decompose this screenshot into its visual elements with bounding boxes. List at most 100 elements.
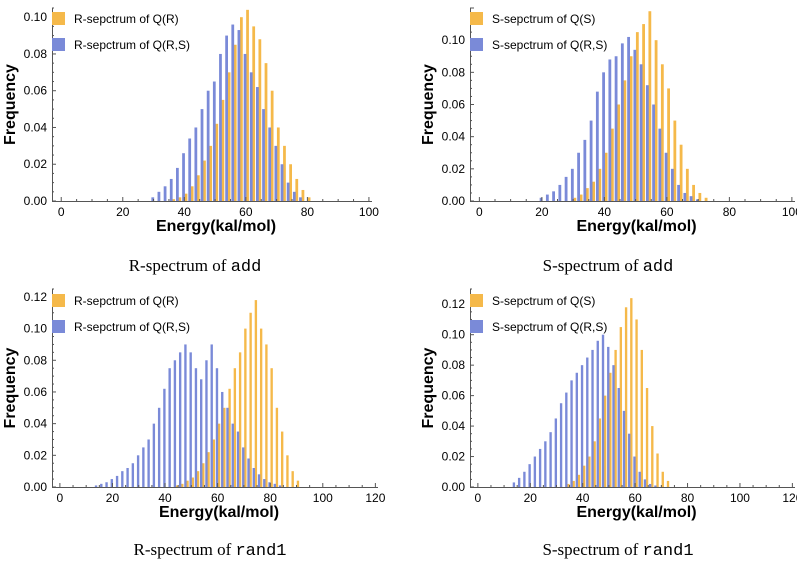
bar-qrs-28	[131, 463, 135, 487]
x-tick-label: 80	[301, 205, 315, 219]
bar-qrs-58	[628, 433, 631, 487]
bar-primary-60	[635, 319, 638, 487]
bar-primary-66	[651, 426, 654, 487]
x-axis-label: Energy(kal/mol)	[576, 218, 696, 235]
bar-primary-86	[286, 455, 289, 487]
bar-qrs-70	[274, 145, 278, 201]
bar-primary-54	[227, 72, 231, 201]
bar-qrs-24	[538, 448, 542, 487]
bar-qrs-20	[539, 197, 543, 201]
bar-primary-44	[593, 441, 596, 487]
bar-qrs-20	[528, 464, 531, 487]
bar-qrs-46	[200, 109, 204, 201]
bar-primary-54	[619, 327, 623, 487]
y-tick-label: 0.04	[442, 130, 466, 144]
bar-primary-64	[258, 39, 262, 201]
y-tick-label: 0.02	[442, 450, 466, 464]
bar-qrs-48	[601, 334, 605, 487]
bar-primary-56	[654, 40, 658, 201]
bar-primary-36	[172, 199, 176, 201]
bar-primary-78	[301, 189, 305, 201]
bar-primary-52	[614, 349, 617, 487]
bar-qrs-62	[221, 391, 224, 487]
x-tick-label: 0	[476, 205, 483, 219]
bar-qrs-42	[608, 59, 612, 201]
bar-qrs-54	[200, 379, 203, 487]
x-tick-label: 0	[57, 491, 64, 505]
bar-primary-76	[259, 328, 263, 487]
bar-qrs-50	[607, 346, 610, 487]
bar-primary-78	[265, 344, 268, 487]
bar-qrs-38	[575, 372, 578, 487]
bar-qrs-26	[544, 441, 547, 487]
y-tick-label: 0.00	[24, 480, 48, 494]
y-tick-label: 0.02	[442, 162, 466, 176]
bar-qrs-64	[643, 479, 647, 487]
bar-qrs-14	[94, 485, 98, 487]
legend-swatch	[470, 294, 483, 307]
legend: S-sepctrum of Q(S) S-sepctrum of Q(R,S)	[470, 294, 607, 334]
bar-qrs-50	[189, 352, 192, 487]
bar-primary-56	[624, 307, 628, 487]
bar-qrs-44	[591, 349, 594, 487]
bar-primary-72	[666, 480, 670, 487]
bar-primary-58	[630, 298, 633, 487]
x-tick-label: 60	[211, 491, 225, 505]
bar-primary-90	[296, 480, 300, 487]
y-tick-label: 0.08	[442, 358, 466, 372]
x-tick-label: 40	[178, 205, 192, 219]
bar-primary-66	[685, 168, 689, 201]
bar-primary-80	[307, 197, 311, 201]
x-tick-label: 100	[359, 205, 379, 219]
bar-qrs-40	[163, 388, 166, 487]
x-tick-label: 20	[106, 491, 120, 505]
bar-qrs-64	[677, 184, 680, 201]
bar-primary-42	[588, 456, 591, 487]
bar-primary-76	[295, 178, 299, 201]
bar-qrs-24	[121, 471, 124, 487]
bar-qrs-52	[639, 64, 643, 201]
bar-qrs-28	[564, 176, 568, 202]
bar-qrs-50	[633, 49, 637, 201]
x-tick-label: 60	[239, 205, 253, 219]
legend: S-sepctrum of Q(S) S-sepctrum of Q(R,S)	[470, 12, 607, 52]
bar-qrs-38	[157, 407, 161, 487]
x-axis-label: Energy(kal/mol)	[156, 218, 276, 235]
bar-primary-84	[280, 431, 284, 487]
bar-qrs-40	[182, 153, 185, 201]
bar-primary-48	[603, 395, 607, 487]
bar-qrs-34	[583, 139, 587, 201]
bar-qrs-46	[596, 340, 599, 487]
bar-qrs-44	[614, 56, 618, 201]
bar-primary-66	[264, 63, 268, 201]
y-tick-label: 0.02	[24, 448, 48, 462]
bar-primary-70	[276, 127, 280, 201]
bar-qrs-36	[570, 380, 573, 487]
y-tick-label: 0.00	[442, 480, 466, 494]
bar-qrs-52	[219, 53, 222, 202]
caption-r-rand1: R-spectrum of rand1	[134, 540, 287, 561]
caption-s-rand1: S-spectrum of rand1	[542, 540, 693, 561]
x-axis-label: Energy(kal/mol)	[159, 504, 279, 521]
y-tick-label: 0.06	[24, 385, 48, 399]
bar-qrs-70	[695, 199, 699, 201]
bar-primary-68	[238, 352, 242, 487]
bar-qrs-38	[176, 167, 179, 201]
chart-s-spectrum-rand1: 0 20 40 60 80 100 120 0.00 0.02 0.04 0.06 0.08 0.10 0…	[420, 288, 797, 521]
bar-qrs-26	[558, 184, 562, 201]
bar-primary-72	[704, 197, 708, 201]
bar-primary-62	[252, 26, 256, 201]
x-tick-label: 40	[158, 491, 172, 505]
bar-qrs-66	[683, 192, 687, 201]
y-tick-label: 0.12	[442, 297, 466, 311]
chart-r-spectrum-rand1: 0 20 40 60 80 100 120 0.00 0.02 0.04 0.06 0.08 0.10 0…	[2, 288, 386, 521]
x-tick-label: 80	[681, 491, 695, 505]
bar-qrs-52	[194, 368, 198, 487]
y-tick-label: 0.06	[442, 98, 466, 112]
bar-qrs-24	[552, 191, 555, 201]
bar-qrs-34	[565, 392, 568, 487]
y-tick-label: 0.08	[442, 65, 466, 79]
bar-primary-50	[609, 372, 612, 487]
y-tick-label: 0.08	[24, 353, 48, 367]
legend-swatch	[470, 12, 483, 25]
